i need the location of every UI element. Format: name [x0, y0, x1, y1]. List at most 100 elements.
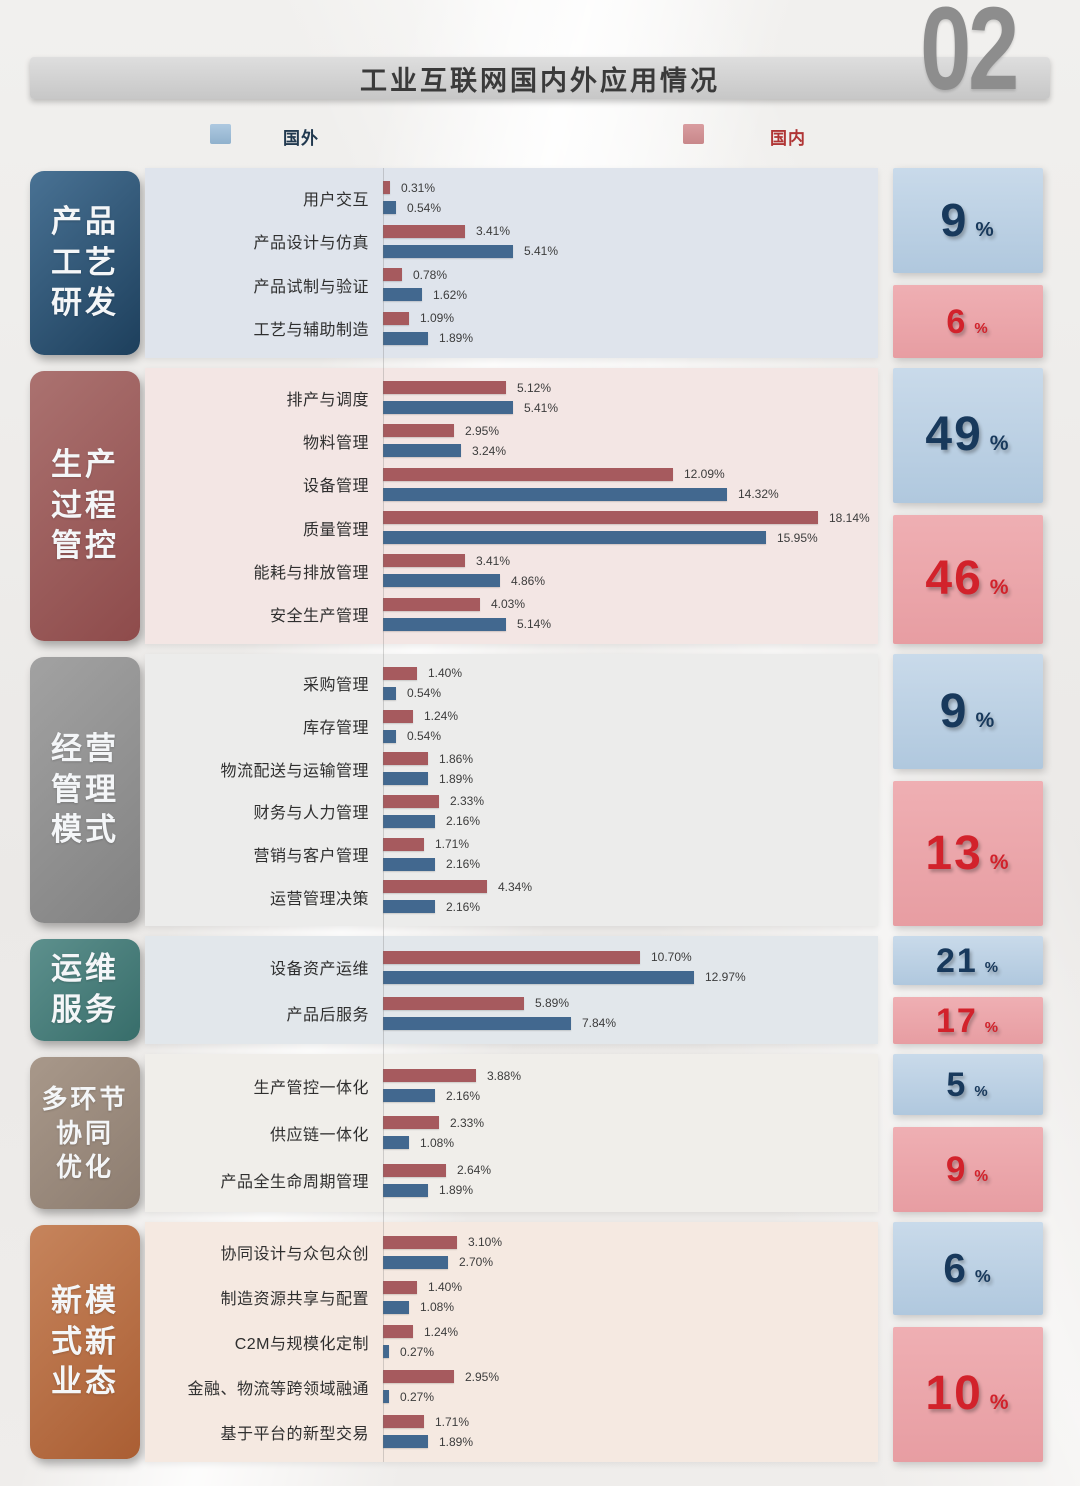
bar-value-foreign: 0.27%: [400, 1389, 435, 1404]
summary-value-domestic: 9: [945, 1150, 968, 1190]
summary-value-foreign: 9: [939, 684, 969, 738]
bar-foreign: [383, 331, 428, 345]
category-label: 产品后服务: [286, 1007, 369, 1024]
percent-sign: %: [989, 432, 1011, 456]
category-rows: 采购管理 1.40% 0.54% 库存管理 1.24% 0.54%: [145, 654, 878, 926]
bar-domestic: [383, 1163, 446, 1177]
category-row: 质量管理 18.14% 15.95%: [145, 506, 878, 549]
summary-value-foreign: 21: [935, 941, 978, 980]
bar-domestic: [383, 467, 673, 481]
bar-foreign: [383, 288, 422, 302]
bar-domestic: [383, 597, 480, 611]
category-label: 采购管理: [302, 677, 369, 695]
bar-foreign: [383, 574, 500, 588]
summary-box-domestic: 6%: [893, 285, 1043, 358]
percent-sign: %: [989, 850, 1011, 874]
category-label: 设备管理: [302, 478, 369, 496]
bar-value-domestic: 0.31%: [401, 180, 436, 195]
bar-domestic: [383, 181, 390, 195]
bar-domestic: [383, 666, 417, 680]
bar-value-foreign: 1.62%: [433, 287, 468, 302]
percent-sign: %: [975, 218, 996, 242]
section-6: 新模 式新 业态 协同设计与众包众创 3.10% 2.70% 制造资源共享与配置 1…: [0, 1222, 1080, 1462]
section-label: 产品 工艺 研发: [30, 171, 140, 355]
legend: 国外 国内: [0, 118, 1080, 152]
summary-value-foreign: 49: [925, 408, 983, 462]
summary-value-domestic: 10: [925, 1367, 983, 1421]
bar-domestic: [383, 752, 428, 766]
bar-value-domestic: 1.09%: [420, 311, 455, 326]
category-rows: 设备资产运维 10.70% 12.97% 产品后服务 5.89% 7.84%: [145, 936, 878, 1044]
legend-label-foreign: 国外: [283, 129, 319, 148]
bar-value-foreign: 15.95%: [777, 530, 818, 545]
bar-value-domestic: 1.71%: [435, 1414, 470, 1429]
bar-foreign: [383, 244, 513, 258]
bar-foreign: [383, 729, 396, 743]
bar-foreign: [383, 772, 428, 786]
bar-value-foreign: 2.16%: [446, 899, 481, 914]
bar-value-domestic: 3.10%: [468, 1235, 503, 1250]
category-rows: 用户交互 0.31% 0.54% 产品设计与仿真 3.41% 5.41%: [145, 168, 878, 358]
bar-value-domestic: 3.41%: [476, 224, 511, 239]
bar-value-foreign: 2.70%: [459, 1255, 494, 1270]
category-label: 物料管理: [302, 434, 369, 452]
chart-band: 用户交互 0.31% 0.54% 产品设计与仿真 3.41% 5.41%: [145, 168, 878, 358]
section-label: 经营 管理 模式: [30, 657, 140, 923]
bar-value-domestic: 10.70%: [651, 950, 692, 964]
summary-box-foreign: 21%: [893, 936, 1043, 986]
percent-sign: %: [984, 1018, 1001, 1036]
category-label: 生产管控一体化: [253, 1079, 369, 1097]
section-3: 经营 管理 模式 采购管理 1.40% 0.54% 库存管理 1.24% 0.5: [0, 654, 1080, 926]
category-label: 库存管理: [302, 720, 369, 737]
category-row: 基于平台的新型交易 1.71% 1.89%: [145, 1409, 878, 1454]
bar-value-foreign: 14.32%: [738, 487, 779, 502]
section-1: 产品 工艺 研发 用户交互 0.31% 0.54% 产品设计与仿真 3.41%: [0, 168, 1080, 358]
category-row: 能耗与排放管理 3.41% 4.86%: [145, 549, 878, 592]
summary-box-domestic: 13%: [893, 781, 1043, 926]
summary-value-foreign: 9: [940, 194, 969, 247]
bar-foreign: [383, 1255, 448, 1269]
bar-domestic: [383, 996, 524, 1010]
bar-domestic: [383, 1325, 413, 1339]
bar-value-domestic: 5.12%: [517, 380, 552, 395]
category-label: 设备资产运维: [269, 961, 369, 978]
bar-value-domestic: 5.89%: [535, 996, 570, 1010]
percent-sign: %: [989, 1391, 1011, 1415]
page-title: 工业互联网国内外应用情况: [360, 65, 720, 96]
bar-value-domestic: 3.88%: [487, 1068, 522, 1083]
percent-sign: %: [984, 958, 1001, 976]
bar-domestic: [383, 1415, 424, 1429]
bar-value-domestic: 4.34%: [498, 879, 533, 894]
category-row: 工艺与辅助制造 1.09% 1.89%: [145, 307, 878, 351]
bar-foreign: [383, 1016, 571, 1030]
category-row: 生产管控一体化 3.88% 2.16%: [145, 1062, 878, 1109]
category-label: 金融、物流等跨领域融通: [187, 1380, 369, 1398]
section-2: 生产 过程 管控 排产与调度 5.12% 5.41% 物料管理 2.95% 3.: [0, 368, 1080, 644]
bar-domestic: [383, 554, 465, 568]
bar-domestic: [383, 224, 465, 238]
category-label: 产品试制与验证: [253, 278, 369, 296]
bar-domestic: [383, 381, 506, 395]
category-row: 供应链一体化 2.33% 1.08%: [145, 1109, 878, 1156]
bar-foreign: [383, 444, 461, 458]
bar-value-foreign: 12.97%: [705, 970, 746, 984]
bar-domestic: [383, 1280, 417, 1294]
bar-value-foreign: 4.86%: [511, 573, 546, 588]
bar-value-foreign: 0.54%: [407, 729, 442, 743]
section-label: 生产 过程 管控: [30, 371, 140, 641]
category-label: 运营管理决策: [269, 890, 369, 908]
summary-box-foreign: 49%: [893, 368, 1043, 503]
category-row: 协同设计与众包众创 3.10% 2.70%: [145, 1230, 878, 1275]
summary-box-domestic: 46%: [893, 514, 1043, 644]
bar-foreign: [383, 531, 766, 545]
bar-value-foreign: 2.16%: [446, 857, 481, 872]
bar-value-foreign: 5.41%: [524, 244, 559, 259]
category-row: 排产与调度 5.12% 5.41%: [145, 376, 878, 419]
section-4: 运维 服务 设备资产运维 10.70% 12.97% 产品后服务 5.89%: [0, 936, 1080, 1044]
bar-value-foreign: 7.84%: [582, 1016, 617, 1030]
category-label: 物流配送与运输管理: [220, 762, 369, 780]
bar-foreign: [383, 970, 694, 984]
category-row: 用户交互 0.31% 0.54%: [145, 176, 878, 220]
chart-band: 设备资产运维 10.70% 12.97% 产品后服务 5.89% 7.84%: [145, 936, 878, 1044]
